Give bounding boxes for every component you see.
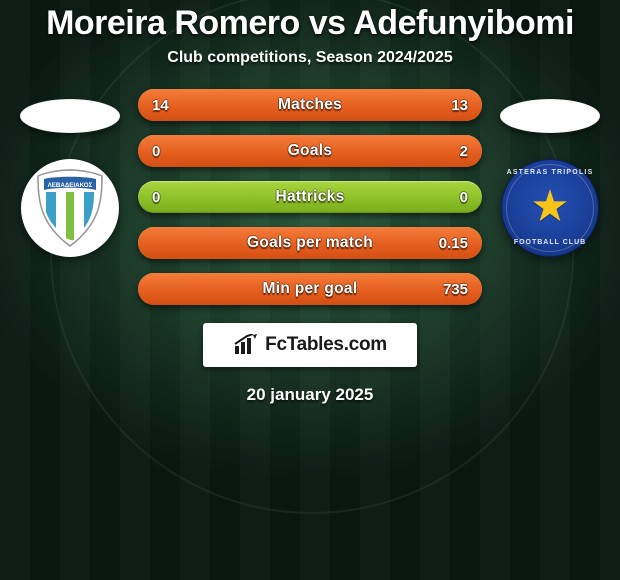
stat-row: 0 Hattricks 0 [138, 181, 482, 213]
left-flag [20, 99, 120, 133]
stat-left-value: 0 [152, 189, 160, 206]
right-flag [500, 99, 600, 133]
left-side: ΛΕΒΑΔΕΙΑΚΟΣ [10, 89, 130, 257]
left-club-crest: ΛΕΒΑΔΕΙΑΚΟΣ [21, 159, 119, 257]
stat-label: Hattricks [275, 188, 344, 206]
shield-icon: ΛΕΒΑΔΕΙΑΚΟΣ [32, 166, 108, 250]
stat-right-value: 13 [451, 97, 468, 114]
brand-text: FcTables.com [265, 334, 387, 356]
stat-label: Matches [278, 96, 342, 114]
page-title: Moreira Romero vs Adefunyibomi [46, 4, 574, 43]
stat-right-value: 0.15 [439, 235, 468, 252]
stat-label: Min per goal [263, 280, 358, 298]
stat-left-value: 0 [152, 143, 160, 160]
stat-right-value: 735 [443, 281, 468, 298]
stat-row: 0 Goals 2 [138, 135, 482, 167]
stat-label: Goals [288, 142, 333, 160]
stat-row: Goals per match 0.15 [138, 227, 482, 259]
crest-bottom-text: FOOTBALL CLUB [502, 239, 598, 246]
stat-right-value: 2 [460, 143, 468, 160]
right-side: ASTERAS TRIPOLIS ★ FOOTBALL CLUB [490, 89, 610, 257]
crest-top-text: ΛΕΒΑΔΕΙΑΚΟΣ [48, 182, 93, 189]
crest-top-text: ASTERAS TRIPOLIS [502, 169, 598, 176]
date-text: 20 january 2025 [247, 385, 374, 405]
stat-left-value: 14 [152, 97, 169, 114]
brand-badge: FcTables.com [203, 323, 417, 367]
stat-right-value: 0 [460, 189, 468, 206]
stats-list: 14 Matches 13 0 Goals 2 0 Hattricks 0 Goals per m… [130, 89, 490, 305]
subtitle: Club competitions, Season 2024/2025 [167, 49, 452, 67]
stat-row: Min per goal 735 [138, 273, 482, 305]
bar-chart-icon [233, 334, 259, 356]
right-club-crest: ASTERAS TRIPOLIS ★ FOOTBALL CLUB [501, 159, 599, 257]
main-row: ΛΕΒΑΔΕΙΑΚΟΣ 14 Matches 13 0 Goals 2 0 Hattricks… [0, 89, 620, 305]
card: Moreira Romero vs Adefunyibomi Club comp… [0, 0, 620, 405]
stat-label: Goals per match [247, 234, 373, 252]
stat-row: 14 Matches 13 [138, 89, 482, 121]
